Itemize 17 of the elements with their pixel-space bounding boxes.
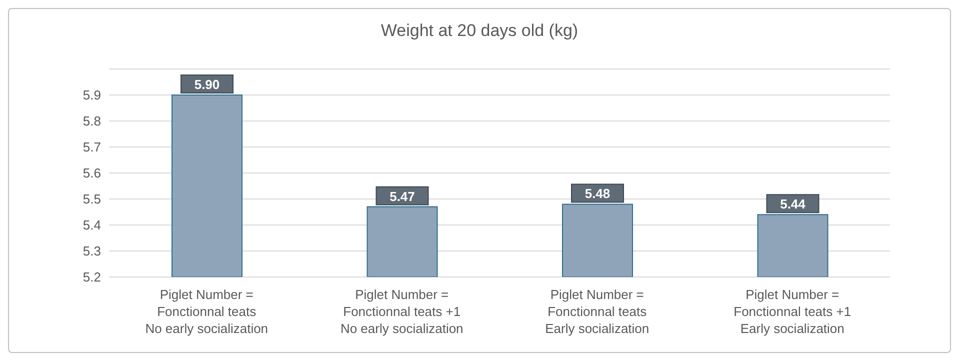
y-tick-label: 5.7 — [82, 140, 101, 155]
y-tick-label: 5.3 — [82, 244, 101, 259]
x-tick-label: Piglet Number = Fonctionnal teats +1 Early socialization — [734, 287, 852, 336]
data-label: 5.47 — [390, 188, 415, 204]
data-label: 5.48 — [584, 186, 610, 202]
data-label: 5.44 — [780, 196, 806, 212]
data-label: 5.90 — [194, 77, 220, 92]
chart-title: Weight at 20 days old (kg) — [380, 20, 580, 42]
y-tick-label: 5.8 — [82, 114, 101, 129]
y-tick-label: 5.6 — [82, 166, 101, 181]
y-tick-label: 5.5 — [82, 192, 101, 207]
x-tick-label: Piglet Number = Fonctionnal teats +1 No early socialization — [340, 287, 464, 336]
y-tick-label: 5.4 — [82, 218, 101, 233]
x-tick-label: Piglet Number = Fonctionnal teats No early socialization — [145, 287, 268, 336]
y-tick-label: 5.9 — [82, 88, 101, 103]
y-tick-label: 5.2 — [82, 270, 101, 285]
x-tick-label: Piglet Number = Fonctionnal teats Early socialization — [545, 287, 650, 336]
